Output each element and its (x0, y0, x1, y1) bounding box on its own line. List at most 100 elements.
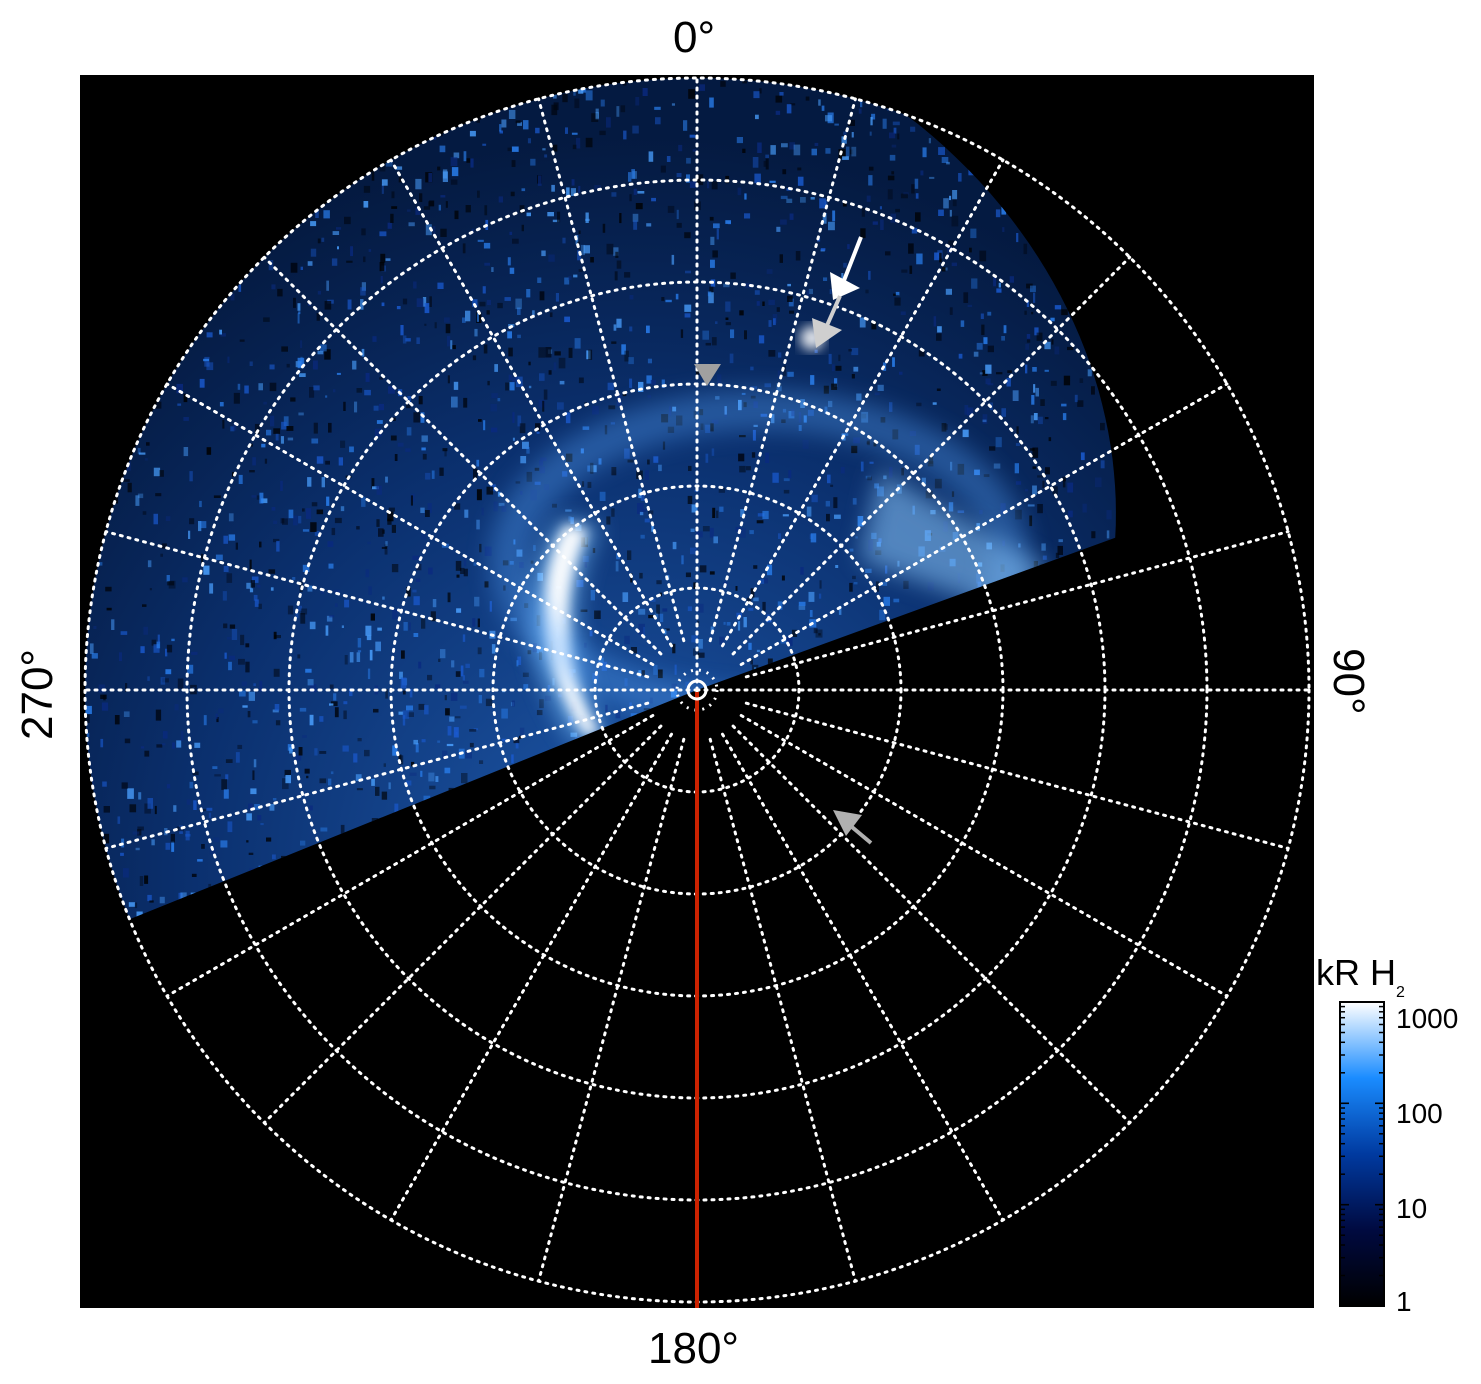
noise-pixel (570, 188, 576, 196)
noise-pixel (594, 185, 601, 190)
noise-pixel (415, 178, 422, 190)
noise-pixel (851, 445, 858, 454)
noise-pixel (274, 635, 281, 639)
noise-pixel (321, 237, 325, 242)
noise-pixel (765, 158, 769, 170)
noise-pixel (780, 219, 787, 225)
noise-pixel (424, 323, 427, 326)
noise-pixel (391, 206, 398, 209)
noise-pixel (562, 237, 566, 244)
noise-pixel (193, 800, 197, 810)
noise-pixel (387, 518, 392, 525)
noise-pixel (620, 105, 626, 113)
noise-pixel (616, 106, 620, 117)
noise-pixel (1038, 416, 1043, 425)
noise-pixel (155, 709, 162, 721)
noise-pixel (309, 387, 315, 398)
noise-pixel (462, 243, 466, 254)
grid-spoke (165, 714, 655, 998)
noise-pixel (869, 131, 872, 136)
noise-pixel (144, 750, 150, 757)
noise-pixel (125, 683, 128, 692)
noise-pixel (811, 148, 817, 156)
noise-pixel (756, 301, 760, 306)
noise-pixel (1015, 443, 1020, 446)
noise-pixel (180, 731, 184, 742)
noise-pixel (486, 299, 491, 305)
noise-pixel (142, 604, 147, 607)
noise-pixel (447, 726, 452, 736)
noise-pixel (717, 374, 722, 385)
noise-pixel (356, 526, 360, 530)
noise-pixel (522, 672, 529, 677)
noise-pixel (297, 654, 301, 659)
noise-pixel (713, 223, 720, 229)
noise-pixel (715, 321, 718, 324)
noise-pixel (201, 553, 204, 564)
noise-pixel (209, 583, 214, 594)
noise-pixel (656, 604, 660, 614)
noise-pixel (868, 166, 874, 171)
noise-pixel (860, 461, 864, 472)
noise-pixel (828, 221, 835, 231)
pole-marker (686, 679, 708, 701)
noise-pixel (535, 127, 540, 134)
noise-pixel (901, 467, 904, 476)
noise-pixel (421, 447, 426, 451)
noise-pixel (114, 497, 119, 504)
noise-pixel (523, 684, 529, 690)
noise-pixel (1033, 413, 1038, 421)
noise-pixel (925, 490, 933, 499)
noise-pixel (674, 664, 677, 675)
noise-pixel (123, 868, 129, 878)
noise-pixel (487, 380, 490, 386)
noise-pixel (378, 403, 384, 411)
noise-pixel (290, 262, 298, 273)
noise-pixel (245, 643, 250, 648)
noise-pixel (361, 228, 366, 236)
noise-pixel (867, 476, 872, 481)
noise-pixel (976, 342, 983, 350)
noise-pixel (651, 197, 656, 202)
grid-spoke (537, 737, 686, 1283)
noise-pixel (144, 875, 149, 884)
noise-pixel (555, 293, 559, 302)
noise-pixel (501, 119, 507, 128)
noise-pixel (684, 304, 692, 312)
noise-pixel (739, 465, 746, 473)
noise-pixel (120, 852, 124, 856)
noise-pixel (276, 540, 280, 552)
noise-pixel (660, 165, 666, 173)
noise-pixel (439, 145, 446, 153)
noise-pixel (272, 709, 279, 713)
noise-pixel (519, 205, 525, 214)
noise-pixel (909, 265, 913, 274)
noise-pixel (484, 581, 489, 588)
noise-pixel (765, 452, 770, 463)
noise-pixel (282, 518, 288, 525)
noise-pixel (286, 426, 294, 431)
noise-pixel (239, 690, 246, 697)
noise-pixel (200, 521, 207, 529)
noise-pixel (552, 144, 558, 152)
noise-pixel (399, 671, 403, 679)
grid-spoke (744, 701, 1290, 850)
noise-pixel (894, 297, 901, 306)
noise-pixel (381, 302, 385, 307)
noise-pixel (147, 676, 150, 681)
noise-pixel (691, 635, 698, 643)
noise-pixel (831, 383, 838, 390)
noise-pixel (627, 550, 632, 560)
noise-pixel (819, 198, 826, 209)
noise-pixel (182, 577, 188, 583)
noise-pixel (444, 767, 451, 774)
noise-pixel (987, 383, 994, 386)
noise-pixel (538, 347, 546, 358)
noise-pixel (939, 252, 942, 263)
noise-pixel (619, 213, 622, 224)
noise-pixel (602, 223, 606, 233)
noise-pixel (438, 658, 441, 662)
noise-pixel (628, 357, 634, 365)
noise-pixel (695, 370, 699, 375)
noise-pixel (421, 531, 426, 540)
